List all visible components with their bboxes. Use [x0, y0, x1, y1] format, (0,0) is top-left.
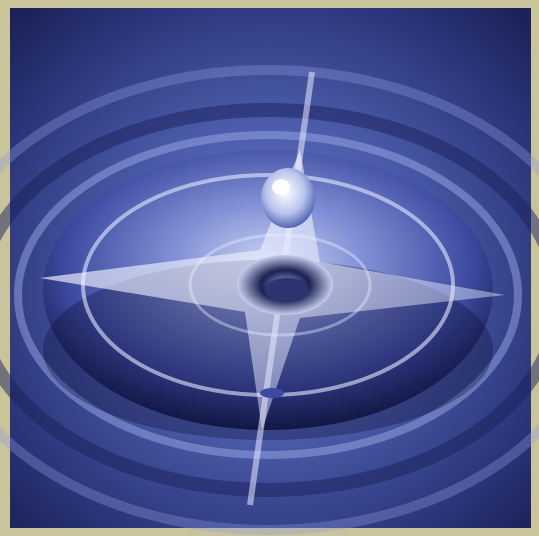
reflection: [260, 388, 284, 398]
crater-center: [265, 278, 309, 302]
drop-highlight: [272, 179, 290, 195]
ripples: [0, 65, 539, 535]
water-drop: [261, 168, 315, 228]
